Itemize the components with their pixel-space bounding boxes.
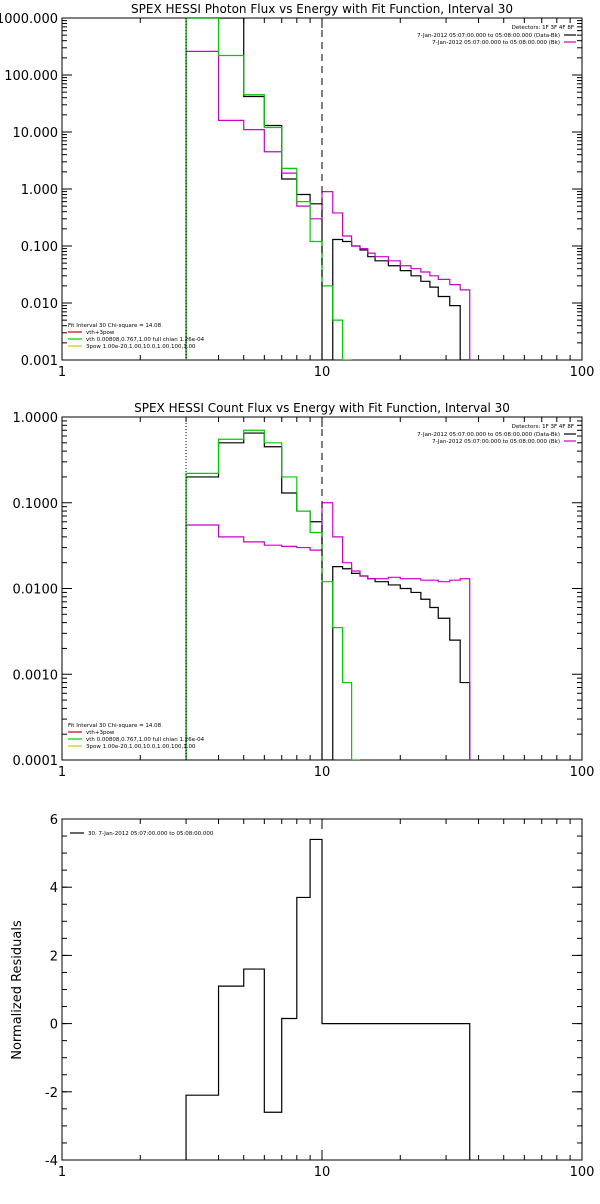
y-tick-label: 1000.000 — [0, 12, 58, 27]
y-tick-label: 2 — [50, 949, 58, 964]
legend-entry-label: 7-Jan-2012 05:07:00.000 to 05:08:00.000 … — [432, 439, 560, 445]
x-axis: 1 10 100 — [58, 417, 595, 780]
data-series-step — [185, 50, 471, 360]
legend-top-right: Detectors: 1F 3F 4F 8F 7-Jan-2012 05:07:0… — [417, 424, 576, 445]
x-tick-label: 1 — [58, 1165, 66, 1180]
legend-entry-label: vth+3pow — [86, 730, 115, 736]
legend-header: Fit Interval 30 Chi-square = 14.08 — [68, 723, 162, 729]
legend-entry-label: 30. 7-Jan-2012 05:07:00.000 to 05:08:00.… — [88, 831, 214, 837]
legend-entry-label: 7-Jan-2012 05:07:00.000 to 05:08:00.000 … — [417, 432, 560, 438]
legend-header: Detectors: 1F 3F 4F 8F — [512, 25, 574, 31]
y-tick-label: 1.000 — [21, 183, 58, 198]
y-tick-label: 0.001 — [21, 354, 58, 369]
series-layer — [185, 838, 471, 1160]
legend: 30. 7-Jan-2012 05:07:00.000 to 05:08:00.… — [70, 831, 214, 837]
y-tick-label: 0.0100 — [13, 583, 59, 598]
y-tick-label: 0 — [50, 1018, 58, 1033]
legend-entry-label: vth 0.00808,0.767,1.00 full chian 1.26e-… — [86, 337, 205, 343]
y-axis: 0.0001 0.0010 0.0100 0.1000 1.0000 — [13, 411, 582, 769]
y-axis: -4 -2 0 2 4 6 — [45, 813, 582, 1169]
x-tick-label: 10 — [314, 365, 331, 380]
x-tick-label: 100 — [570, 1165, 595, 1180]
y-tick-label: -2 — [45, 1086, 58, 1101]
y-tick-label: 4 — [50, 881, 58, 896]
y-tick-label: 100.000 — [4, 69, 58, 84]
legend-header: Detectors: 1F 3F 4F 8F — [512, 424, 574, 430]
count-flux-chart: SPEX HESSI Count Flux vs Energy with Fit… — [13, 401, 595, 780]
x-tick-label: 10 — [314, 1165, 331, 1180]
y-tick-label: 10.000 — [13, 126, 59, 141]
y-tick-label: 0.0010 — [13, 668, 59, 683]
legend-header: Fit Interval 30 Chi-square = 14.08 — [68, 323, 162, 329]
legend-entry-label: 3pow 1.00e-20,1.00,10.0,1.00,100,1.00 — [86, 344, 196, 350]
chart-3-ylabel: Normalized Residuals — [10, 920, 25, 1060]
y-tick-label: 0.0001 — [13, 754, 59, 769]
legend-entry-label: vth+3pow — [86, 330, 115, 336]
series-layer — [185, 18, 471, 360]
residuals-chart: Normalized Residuals 1 10 100 -4 -2 0 2 4 6 30. 7… — [10, 813, 594, 1180]
legend-bottom-left: Fit Interval 30 Chi-square = 14.08vth+3p… — [68, 323, 205, 350]
y-tick-label: 0.010 — [21, 297, 58, 312]
legend-entry-label: 7-Jan-2012 05:07:00.000 to 05:08:00.000 … — [432, 40, 560, 46]
photon-flux-chart: SPEX HESSI Photon Flux vs Energy with Fi… — [0, 2, 594, 380]
y-tick-label: 6 — [50, 813, 58, 828]
y-axis: 0.001 0.010 0.100 1.000 10.000 100.000 1000.00… — [0, 12, 582, 369]
legend-entry-label: 3pow 1.00e-20,1.00,10.0,1.00,100,1.00 — [86, 744, 196, 750]
series-layer — [185, 429, 471, 760]
legend-top-right: Detectors: 1F 3F 4F 8F 7-Jan-2012 05:07:0… — [417, 25, 576, 46]
y-tick-label: 1.0000 — [13, 411, 59, 426]
legend-bottom-left: Fit Interval 30 Chi-square = 14.08vth+3p… — [68, 723, 205, 750]
x-tick-label: 100 — [570, 365, 595, 380]
y-tick-label: 0.1000 — [13, 497, 59, 512]
data-series-step — [185, 429, 360, 760]
data-series-step — [185, 502, 471, 760]
x-tick-label: 100 — [570, 765, 595, 780]
chart-2-title: SPEX HESSI Count Flux vs Energy with Fit… — [134, 401, 510, 415]
legend-entry-label: vth 0.00808,0.767,1.00 full chian 1.26e-… — [86, 737, 205, 743]
x-tick-label: 1 — [58, 365, 66, 380]
y-tick-label: 0.100 — [21, 240, 58, 255]
chart-1-title: SPEX HESSI Photon Flux vs Energy with Fi… — [131, 2, 513, 16]
x-axis: 1 10 100 — [58, 819, 595, 1180]
x-tick-label: 10 — [314, 765, 331, 780]
y-tick-label: -4 — [45, 1154, 58, 1169]
data-series-step — [185, 18, 470, 360]
legend-entry-label: 7-Jan-2012 05:07:00.000 to 05:08:00.000 … — [417, 33, 560, 39]
data-series-step — [185, 18, 352, 360]
data-series-step — [185, 432, 471, 760]
x-tick-label: 1 — [58, 765, 66, 780]
data-series-step — [185, 838, 471, 1160]
